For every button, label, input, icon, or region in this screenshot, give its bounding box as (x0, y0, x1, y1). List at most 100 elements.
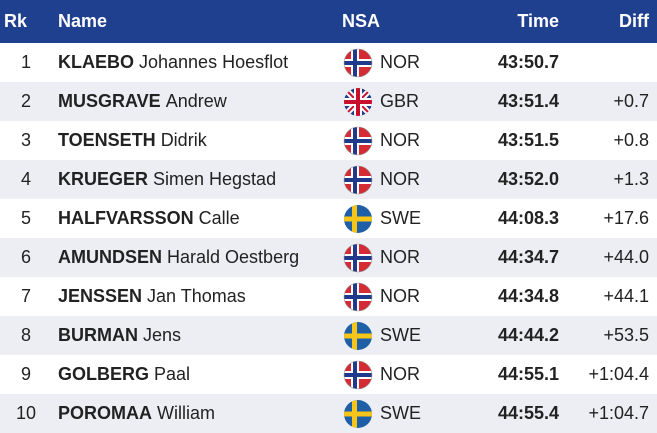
diff: +17.6 (603, 208, 649, 228)
first-name[interactable]: Simen Hegstad (153, 169, 277, 189)
first-name[interactable]: Harald Oestberg (167, 247, 300, 267)
flag-icon (343, 82, 373, 121)
rank: 8 (20, 325, 31, 345)
athlete-name[interactable]: GOLBERG Paal (58, 355, 190, 394)
rank: 3 (20, 130, 31, 150)
flag (343, 165, 373, 195)
header-cell[interactable]: Rk (4, 11, 28, 31)
athlete-name[interactable]: MUSGRAVE Andrew (58, 82, 227, 121)
flag-icon (343, 199, 373, 238)
nsa-code: SWE (380, 208, 422, 228)
time: 44:08.3 (497, 208, 559, 228)
time: 44:34.7 (497, 247, 559, 267)
flag-icon (343, 121, 373, 160)
surname[interactable]: KRUEGER (58, 169, 149, 189)
athlete-name[interactable]: AMUNDSEN Harald Oestberg (58, 238, 299, 277)
diff: +1:04.4 (588, 364, 649, 384)
nsa-code: SWE (380, 403, 422, 423)
flag-icon (343, 238, 373, 277)
rank: 6 (20, 247, 31, 267)
result-row: 2 MUSGRAVE Andrew GBR 43:51.4 +0.7 (0, 82, 657, 121)
surname[interactable]: BURMAN (58, 325, 138, 345)
diff: +53.5 (603, 325, 649, 345)
nsa-code: NOR (380, 247, 420, 267)
athlete-name[interactable]: KLAEBO Johannes Hoesflot (58, 43, 288, 82)
flag (343, 399, 373, 429)
flag (343, 87, 373, 117)
first-name[interactable]: Calle (198, 208, 240, 228)
result-row: 4 KRUEGER Simen Hegstad NOR 43:52.0 +1.3 (0, 160, 657, 199)
athlete-name[interactable]: KRUEGER Simen Hegstad (58, 160, 276, 199)
diff: +44.1 (603, 286, 649, 306)
flag-icon (343, 160, 373, 199)
time: 44:55.4 (497, 403, 559, 423)
time: 43:51.5 (497, 130, 559, 150)
athlete-name[interactable]: JENSSEN Jan Thomas (58, 277, 246, 316)
result-row: 5 HALFVARSSON Calle SWE 44:08.3 +17.6 (0, 199, 657, 238)
time: 43:51.4 (497, 91, 559, 111)
flag-icon (343, 277, 373, 316)
header-cell[interactable]: Name (58, 11, 108, 31)
rank: 4 (20, 169, 31, 189)
first-name[interactable]: Andrew (165, 91, 227, 111)
flag (343, 204, 373, 234)
surname[interactable]: KLAEBO (58, 52, 134, 72)
surname[interactable]: GOLBERG (58, 364, 150, 384)
diff: +44.0 (603, 247, 649, 267)
flag (343, 243, 373, 273)
rank: 7 (20, 286, 31, 306)
time: 44:44.2 (497, 325, 559, 345)
surname[interactable]: MUSGRAVE (58, 91, 161, 111)
flag-icon (343, 394, 373, 433)
first-name[interactable]: Johannes Hoesflot (139, 52, 289, 72)
first-name[interactable]: William (157, 403, 215, 423)
athlete-name[interactable]: POROMAA William (58, 394, 215, 433)
flag-icon (343, 355, 373, 394)
nsa-code: NOR (380, 286, 420, 306)
header-cell[interactable]: NSA (342, 11, 381, 31)
surname[interactable]: POROMAA (58, 403, 152, 423)
surname[interactable]: AMUNDSEN (58, 247, 163, 267)
nsa-code: NOR (380, 52, 420, 72)
flag (343, 360, 373, 390)
nsa-code: GBR (380, 91, 420, 111)
athlete-name[interactable]: HALFVARSSON Calle (58, 199, 240, 238)
surname[interactable]: JENSSEN (58, 286, 143, 306)
time: 43:52.0 (497, 169, 559, 189)
rank: 10 (15, 403, 37, 423)
surname[interactable]: HALFVARSSON (58, 208, 194, 228)
diff: +1.3 (613, 169, 649, 189)
diff: +1:04.7 (588, 403, 649, 423)
rank: 5 (20, 208, 31, 228)
flag (343, 321, 373, 351)
diff: +0.7 (613, 91, 649, 111)
flag (343, 126, 373, 156)
header-row: Rk Name NSA Time Diff (0, 0, 657, 43)
diff: +0.8 (613, 130, 649, 150)
athlete-name[interactable]: BURMAN Jens (58, 316, 181, 355)
result-row: 9 GOLBERG Paal NOR 44:55.1 +1:04.4 (0, 355, 657, 394)
first-name[interactable]: Paal (154, 364, 191, 384)
nsa-code: NOR (380, 169, 420, 189)
header-cell[interactable]: Diff (619, 11, 649, 31)
result-row: 1 KLAEBO Johannes Hoesflot NOR 43:50.7 (0, 43, 657, 82)
first-name[interactable]: Jens (143, 325, 182, 345)
first-name[interactable]: Jan Thomas (147, 286, 246, 306)
result-row: 3 TOENSETH Didrik NOR 43:51.5 +0.8 (0, 121, 657, 160)
time: 44:55.1 (497, 364, 559, 384)
first-name[interactable]: Didrik (160, 130, 207, 150)
nsa-code: NOR (380, 130, 420, 150)
result-row: 10 POROMAA William SWE 44:55.4 +1:04.7 (0, 394, 657, 433)
result-row: 7 JENSSEN Jan Thomas NOR 44:34.8 +44.1 (0, 277, 657, 316)
surname[interactable]: TOENSETH (58, 130, 156, 150)
flag-icon (343, 316, 373, 355)
result-row: 8 BURMAN Jens SWE 44:44.2 +53.5 (0, 316, 657, 355)
athlete-name[interactable]: TOENSETH Didrik (58, 121, 207, 160)
flag (343, 282, 373, 312)
rank: 1 (20, 52, 31, 72)
time: 43:50.7 (497, 52, 559, 72)
header-cell[interactable]: Time (517, 11, 559, 31)
rank: 9 (20, 364, 31, 384)
